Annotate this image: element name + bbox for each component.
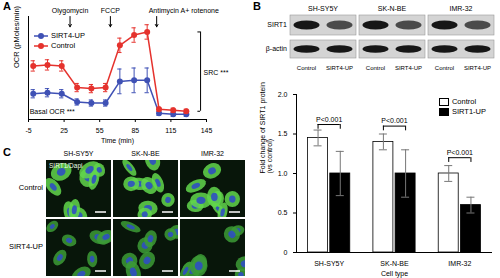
svg-text:SH-SY5Y: SH-SY5Y bbox=[64, 150, 94, 157]
svg-text:SIRT1: SIRT1 bbox=[267, 21, 287, 28]
html-text:Control: Control bbox=[51, 41, 76, 50]
svg-text:Control: Control bbox=[19, 183, 44, 192]
svg-text:IMR-32: IMR-32 bbox=[450, 5, 473, 12]
svg-text:SH-SY5Y: SH-SY5Y bbox=[308, 5, 338, 12]
svg-text:FCCP: FCCP bbox=[101, 7, 120, 14]
svg-text:SK-N-BE: SK-N-BE bbox=[380, 260, 409, 267]
svg-text:SK-N-BE: SK-N-BE bbox=[378, 5, 407, 12]
html-text:A: A bbox=[3, 0, 11, 12]
svg-text:-5: -5 bbox=[25, 127, 31, 134]
svg-text:IMR-32: IMR-32 bbox=[201, 150, 224, 157]
svg-text:0.5: 0.5 bbox=[278, 209, 288, 216]
svg-text:1.5: 1.5 bbox=[278, 130, 288, 137]
svg-text:115: 115 bbox=[165, 127, 176, 134]
html-text:SIRT1-UP: SIRT1-UP bbox=[452, 107, 486, 116]
svg-text:Time (min): Time (min) bbox=[101, 137, 134, 145]
svg-text:SIRT4-UP: SIRT4-UP bbox=[464, 65, 491, 71]
svg-text:Control: Control bbox=[297, 65, 316, 71]
svg-text:SIRT1/Dapi: SIRT1/Dapi bbox=[49, 162, 82, 170]
svg-text:55: 55 bbox=[96, 127, 104, 134]
svg-text:SK-N-BE: SK-N-BE bbox=[131, 150, 160, 157]
svg-text:0: 0 bbox=[284, 249, 288, 256]
svg-text:IMR-32: IMR-32 bbox=[448, 260, 471, 267]
svg-text:P<0.001: P<0.001 bbox=[316, 116, 342, 123]
html-text:Control: Control bbox=[452, 97, 477, 106]
svg-text:Control: Control bbox=[435, 65, 454, 71]
svg-text:SH-SY5Y: SH-SY5Y bbox=[314, 260, 344, 267]
svg-text:Antimycin A+ rotenone: Antimycin A+ rotenone bbox=[149, 7, 219, 15]
svg-text:Cell type: Cell type bbox=[381, 270, 408, 278]
svg-text:Basal OCR ***: Basal OCR *** bbox=[30, 108, 75, 115]
svg-text:SRC ***: SRC *** bbox=[204, 69, 229, 76]
svg-text:Fold change of SIRT1 protein(v: Fold change of SIRT1 protein(vs control) bbox=[259, 82, 274, 173]
svg-text:P<0.001: P<0.001 bbox=[381, 117, 407, 124]
svg-text:SIRT4-UP: SIRT4-UP bbox=[395, 65, 422, 71]
svg-text:OCR (pMoles/min): OCR (pMoles/min) bbox=[12, 5, 21, 68]
svg-text:SIRT4-UP: SIRT4-UP bbox=[9, 242, 43, 251]
svg-text:P<0.001: P<0.001 bbox=[447, 149, 473, 156]
svg-text:β-actin: β-actin bbox=[266, 45, 287, 53]
svg-text:SIRT4-UP: SIRT4-UP bbox=[326, 65, 353, 71]
svg-text:85: 85 bbox=[131, 127, 139, 134]
svg-text:C: C bbox=[3, 146, 11, 158]
svg-text:Olygomycin: Olygomycin bbox=[52, 7, 89, 15]
html-text:SIRT4-UP: SIRT4-UP bbox=[51, 31, 85, 40]
svg-text:2.0: 2.0 bbox=[278, 91, 288, 98]
svg-text:1.0: 1.0 bbox=[278, 170, 288, 177]
svg-text:Control: Control bbox=[366, 65, 385, 71]
svg-text:B: B bbox=[253, 0, 261, 12]
svg-text:25: 25 bbox=[60, 127, 68, 134]
svg-text:145: 145 bbox=[201, 127, 213, 134]
